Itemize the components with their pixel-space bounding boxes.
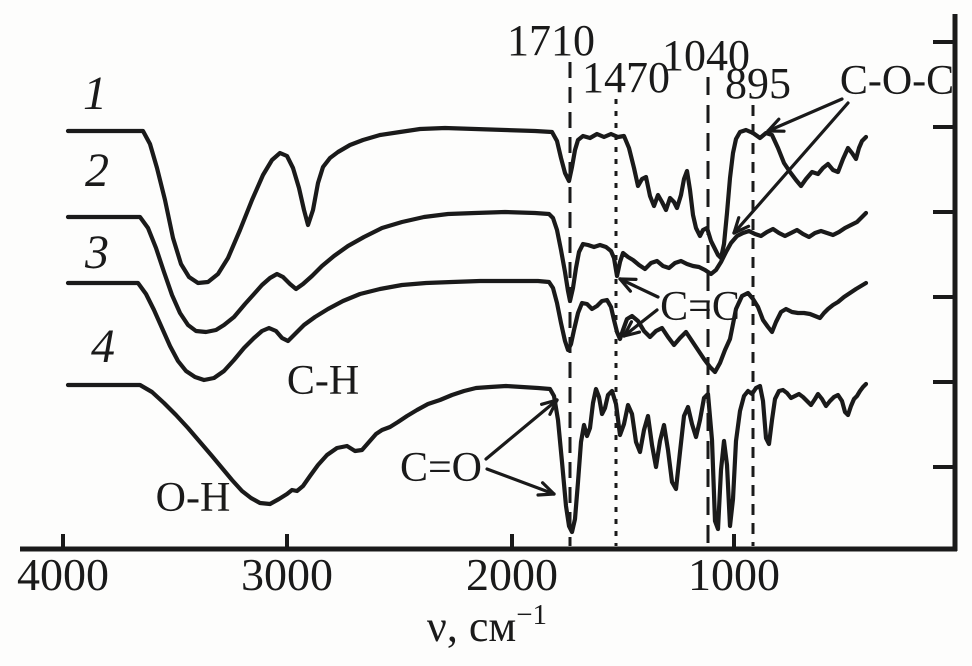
x-tick-label-3000: 3000 [241,549,333,600]
curve-number-label-1: 1 [83,67,107,120]
band-label-c-o-c-arrow-0-head-1 [766,117,781,133]
peak-label-1470: 1470 [582,53,670,102]
x-tick-label-2000: 2000 [466,549,558,600]
x-axis-title: ν, см−1 [427,599,547,651]
spectrum-curve-2 [65,209,869,335]
x-tick-label-1000: 1000 [688,549,780,600]
x-tick-label-4000: 4000 [17,549,109,600]
band-label-c-h: C-H [287,358,359,404]
peak-label-895: 895 [725,59,791,108]
curve-number-label-4: 4 [91,320,115,373]
spectrum-curve-4 [65,381,869,535]
spectrum-curve-1 [65,125,869,286]
band-label-c-o-c: C-O-C [840,58,954,104]
peak-label-1040: 1040 [662,31,750,80]
band-label-c-c-arrow-1-head-0 [622,330,642,338]
band-label-c-o-c-arrow-1-head-0 [732,224,751,235]
curve-number-label-3: 3 [84,226,109,279]
band-label-c-c-arrow-1-head-1 [622,320,634,338]
band-label-c-o-arrow-1-head-0 [540,481,556,496]
band-label-c-o-c-arrow-1-shaft [732,101,850,235]
band-label-c-o-c-arrow-0-shaft [766,97,844,133]
band-label-c-c-arrow-0-head-0 [618,277,633,293]
band-label-o-h: O-H [156,475,231,521]
band-label-c-o-arrow-0-head-0 [539,398,559,406]
band-label-c-o-arrow-0-head-1 [548,398,559,416]
band-label-c-c-arrow-0-shaft [618,277,660,299]
band-label-c-o-arrow-0-shaft [484,398,559,461]
band-label-c-o: C=O [400,445,482,491]
band-label-c-c: C=C [660,284,740,330]
spectrum-curve-3 [65,278,869,383]
curve-number-label-2: 2 [85,144,109,197]
peak-label-1710: 1710 [507,16,595,65]
band-label-c-o-arrow-1-shaft [485,467,556,496]
band-label-c-c-arrow-1-shaft [622,308,659,338]
band-label-c-o-arrow-1-head-1 [536,492,556,497]
band-label-c-o-c-arrow-1-head-1 [732,216,741,235]
